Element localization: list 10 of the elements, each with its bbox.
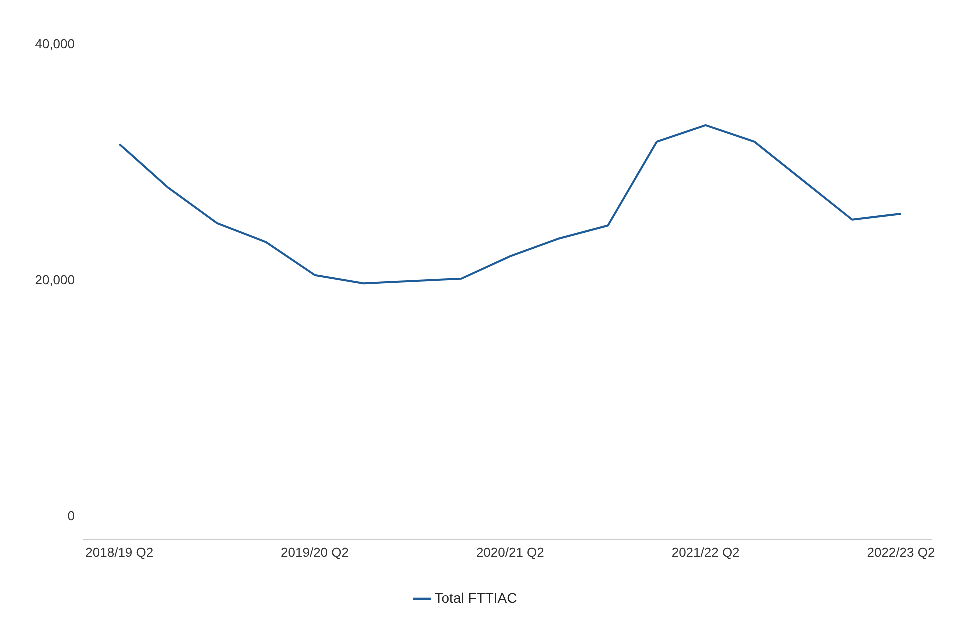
line-series [118,124,902,285]
x-tick-label: 2022/23 Q2 [867,544,936,560]
y-tick-label: 0 [68,508,75,524]
y-tick-label: 20,000 [35,272,75,288]
x-tick-label: 2021/22 Q2 [672,544,740,560]
x-tick-label: 2020/21 Q2 [476,544,544,560]
legend-label: Total FTTIAC [434,590,518,606]
x-tick-label: 2018/19 Q2 [86,544,154,560]
x-tick-label: 2019/20 Q2 [281,544,350,560]
y-tick-label: 40,000 [35,36,75,52]
